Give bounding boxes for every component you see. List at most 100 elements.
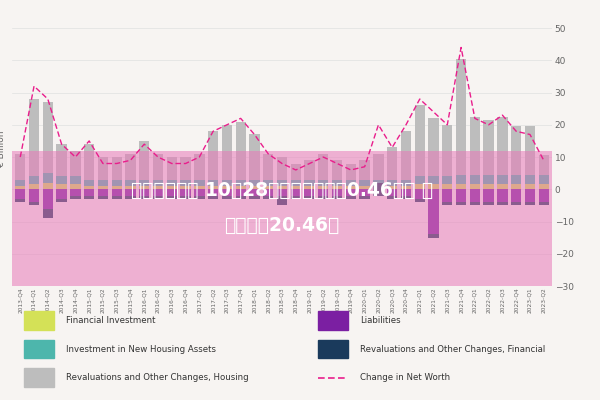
Bar: [222, 196, 232, 199]
Bar: [153, 186, 163, 189]
Bar: [387, 180, 397, 186]
Bar: [24, 340, 54, 358]
Bar: [125, 186, 136, 189]
Bar: [98, 196, 108, 199]
Bar: [304, 180, 315, 186]
Bar: [153, 154, 163, 180]
Bar: [153, 196, 163, 199]
Bar: [525, 202, 535, 206]
Bar: [208, 131, 218, 180]
Bar: [401, 186, 411, 189]
Text: 股溢价率20.46％: 股溢价率20.46％: [224, 216, 340, 235]
Bar: [15, 180, 25, 186]
Bar: [332, 186, 342, 189]
Bar: [84, 186, 94, 189]
Bar: [401, 131, 411, 180]
Bar: [497, 184, 508, 189]
Bar: [318, 180, 328, 186]
Bar: [125, 154, 136, 180]
Text: Financial Investment: Financial Investment: [66, 316, 155, 325]
Bar: [112, 180, 122, 186]
Bar: [153, 189, 163, 196]
Bar: [318, 311, 348, 330]
Bar: [359, 196, 370, 199]
Bar: [167, 157, 177, 180]
Bar: [442, 176, 452, 184]
Bar: [484, 189, 494, 202]
Bar: [112, 196, 122, 199]
Bar: [43, 183, 53, 189]
Bar: [70, 189, 80, 196]
Bar: [153, 180, 163, 186]
Bar: [98, 189, 108, 196]
Bar: [29, 184, 39, 189]
Bar: [318, 196, 328, 199]
Bar: [456, 189, 466, 202]
Bar: [415, 176, 425, 184]
Bar: [263, 189, 274, 196]
Bar: [401, 180, 411, 186]
Bar: [194, 189, 205, 196]
Bar: [497, 175, 508, 184]
Bar: [139, 189, 149, 196]
Bar: [181, 157, 191, 180]
Bar: [373, 186, 383, 189]
Bar: [470, 175, 480, 184]
Bar: [236, 122, 246, 180]
Bar: [428, 176, 439, 184]
Bar: [442, 184, 452, 189]
Bar: [539, 156, 549, 175]
Text: Revaluations and Other Changes, Housing: Revaluations and Other Changes, Housing: [66, 373, 248, 382]
Bar: [318, 186, 328, 189]
Bar: [277, 196, 287, 206]
Bar: [249, 186, 260, 189]
Bar: [181, 180, 191, 186]
Bar: [373, 189, 383, 196]
Bar: [290, 196, 301, 199]
Bar: [43, 189, 53, 209]
Bar: [539, 189, 549, 202]
Bar: [98, 157, 108, 180]
Bar: [277, 189, 287, 196]
Bar: [484, 175, 494, 184]
Bar: [428, 118, 439, 176]
Bar: [539, 175, 549, 184]
Bar: [415, 199, 425, 202]
Bar: [332, 180, 342, 186]
Bar: [15, 199, 25, 202]
Bar: [318, 189, 328, 196]
Bar: [222, 186, 232, 189]
Bar: [56, 184, 67, 189]
Bar: [249, 134, 260, 180]
Bar: [511, 184, 521, 189]
Bar: [346, 189, 356, 196]
Bar: [415, 189, 425, 199]
Bar: [456, 59, 466, 175]
Bar: [263, 186, 274, 189]
Bar: [43, 102, 53, 173]
Bar: [456, 175, 466, 184]
Bar: [167, 196, 177, 199]
Bar: [208, 196, 218, 199]
Bar: [359, 186, 370, 189]
Bar: [29, 202, 39, 206]
Bar: [222, 189, 232, 196]
Bar: [222, 125, 232, 180]
Bar: [29, 189, 39, 202]
Bar: [332, 160, 342, 180]
Bar: [29, 99, 39, 176]
Bar: [249, 180, 260, 186]
Bar: [194, 186, 205, 189]
Bar: [139, 180, 149, 186]
Bar: [387, 147, 397, 180]
Bar: [428, 234, 439, 238]
Bar: [167, 189, 177, 196]
Bar: [290, 186, 301, 189]
Bar: [511, 189, 521, 202]
Text: Change in Net Worth: Change in Net Worth: [360, 373, 450, 382]
Bar: [139, 141, 149, 180]
Bar: [12, 151, 552, 286]
Bar: [346, 186, 356, 189]
Bar: [181, 189, 191, 196]
Bar: [346, 180, 356, 186]
